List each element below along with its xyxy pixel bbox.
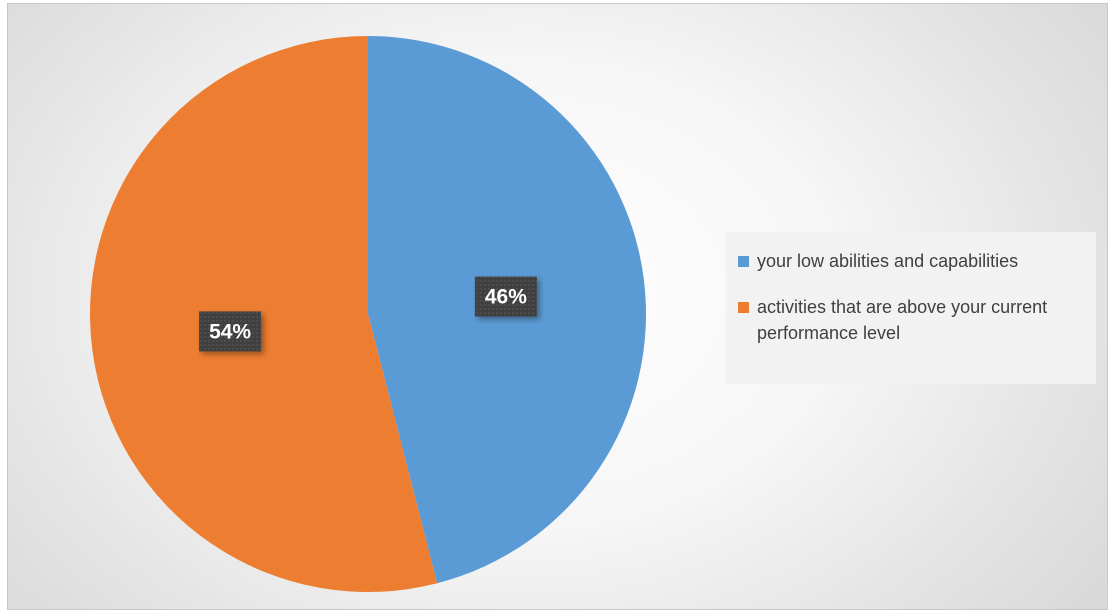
chart-area: 46% 54% your low abilities and capabiliti… <box>7 3 1108 610</box>
pie-slice-above-level <box>90 36 438 592</box>
legend-swatch-blue <box>738 256 749 267</box>
chart-legend: your low abilities and capabilities acti… <box>726 232 1096 384</box>
data-label-low-abilities: 46% <box>474 276 537 317</box>
legend-item-above-level: activities that are above your current p… <box>738 294 1096 346</box>
data-label-background <box>474 276 537 317</box>
legend-item-low-abilities: your low abilities and capabilities <box>738 248 1096 274</box>
data-label-background <box>199 311 262 352</box>
legend-swatch-orange <box>738 302 749 313</box>
pie-chart: 46% 54% <box>90 36 647 592</box>
data-label-text: 54% <box>209 320 251 343</box>
data-label-above-level: 54% <box>199 311 262 352</box>
data-label-text: 46% <box>485 286 527 309</box>
legend-label: activities that are above your current p… <box>757 297 1048 343</box>
legend-label: your low abilities and capabilities <box>757 251 1019 271</box>
